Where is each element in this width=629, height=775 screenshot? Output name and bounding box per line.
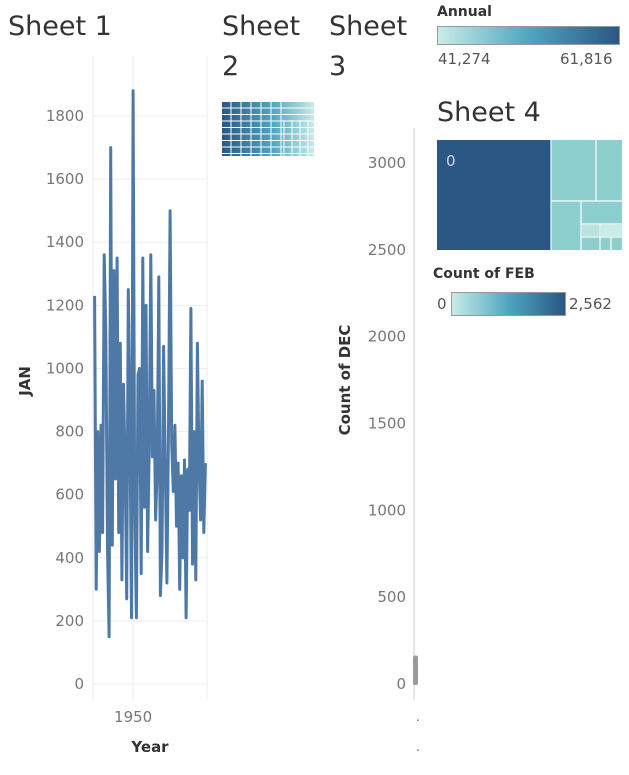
sheet3-y-axis-title: Count of DEC (336, 325, 354, 436)
sheet3-dot-marker: . (416, 740, 420, 754)
sheet1-y-tick-label: 600 (55, 486, 84, 504)
annual-legend-title: Annual (437, 4, 492, 20)
treemap-cell-borders (550, 140, 622, 250)
sheet2-title: Sheet 2 (222, 11, 301, 82)
treemap-cell-label: 0 (446, 152, 456, 170)
jan-series-line (93, 89, 207, 639)
annual-legend-max: 61,816 (560, 50, 613, 68)
sheet3-y-tick-label: 2500 (368, 241, 406, 259)
sheet3-title: Sheet 3 (329, 11, 408, 82)
sheet4-treemap: 0 (437, 140, 622, 250)
sheet4-title: Sheet 4 (437, 97, 541, 128)
sheet1-y-tick-label: 1000 (46, 359, 84, 377)
sheet1-x-tick-label: 1950 (114, 708, 152, 726)
sheet3-y-ticks: 0 500 1000 1500 2000 2500 3000 (368, 154, 406, 693)
count-feb-legend-title: Count of FEB (433, 266, 535, 282)
count-feb-color-gradient (451, 292, 566, 316)
sheet1-y-tick-label: 1800 (46, 107, 84, 125)
treemap-cell-small (582, 225, 599, 236)
sheet1-y-ticks: 0 200 400 600 800 1000 1200 1400 1600 1800 (46, 107, 84, 693)
sheet3-y-tick-label: 2000 (368, 328, 406, 346)
annual-color-gradient (437, 26, 620, 45)
sheet3-y-tick-label: 3000 (368, 154, 406, 172)
sheet2-treemap (222, 102, 314, 156)
sheet3-dot-marker: . (416, 710, 420, 724)
treemap-cell-small (601, 225, 622, 236)
sheet1-y-axis-title: JAN (16, 366, 34, 397)
sheet1-title: Sheet 1 (8, 11, 112, 42)
sheet1-gridlines (92, 56, 208, 700)
dec-count-bar (413, 655, 418, 685)
sheet1-y-tick-label: 1400 (46, 233, 84, 251)
sheet3-y-tick-label: 1000 (368, 501, 406, 519)
sheet2-treemap-cells (222, 102, 314, 156)
sheet1-y-tick-label: 800 (55, 423, 84, 441)
treemap-cell-large (437, 140, 551, 250)
sheet3-y-tick-label: 500 (377, 588, 406, 606)
sheet3-y-tick-label: 1500 (368, 415, 406, 433)
sheet3-y-tick-label: 0 (396, 675, 406, 693)
sheet1-x-ticks: 1950 (114, 708, 152, 726)
sheet1-y-tick-label: 400 (55, 549, 84, 567)
sheet1-y-tick-label: 1600 (46, 170, 84, 188)
count-feb-legend-max: 2,562 (569, 295, 612, 313)
sheet1-y-tick-label: 1200 (46, 296, 84, 314)
annual-legend-min: 41,274 (438, 50, 491, 68)
sheet1-x-axis-title: Year (130, 738, 169, 756)
count-feb-legend-min: 0 (437, 295, 447, 313)
sheet1-y-tick-label: 200 (55, 612, 84, 630)
sheet1-y-tick-label: 0 (74, 675, 84, 693)
